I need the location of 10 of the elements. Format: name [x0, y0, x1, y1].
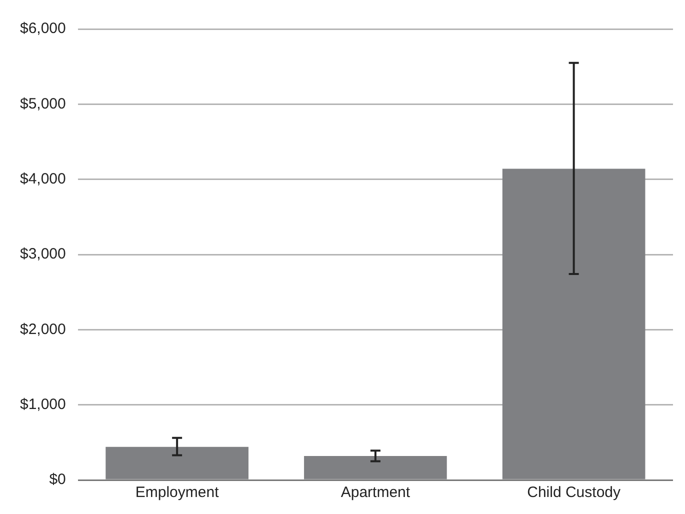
x-tick-label: Apartment	[340, 484, 411, 502]
x-tick-label: Employment	[135, 484, 220, 502]
y-tick-label: $5,000	[20, 95, 66, 112]
y-tick-label: $3,000	[20, 246, 66, 263]
x-tick-label: Child Custody	[527, 484, 621, 502]
y-tick-label: $4,000	[20, 170, 66, 188]
y-tick-label: $1,000	[20, 396, 66, 413]
y-tick-label: $0	[49, 471, 66, 488]
y-tick-label: $6,000	[20, 20, 66, 38]
y-tick-label: $2,000	[20, 320, 66, 338]
